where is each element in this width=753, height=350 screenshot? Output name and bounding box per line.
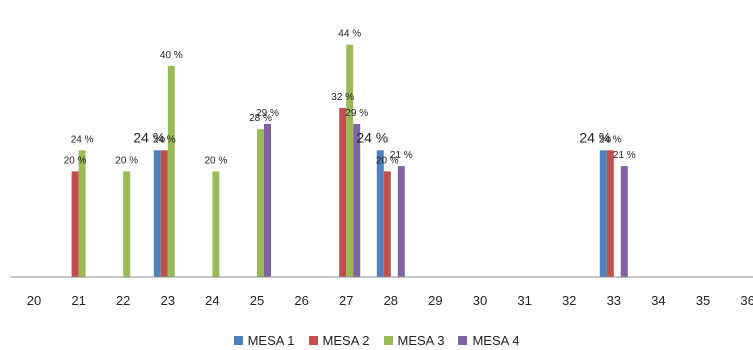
x-tick-label: 23 [161, 293, 175, 308]
bar-mesa-1-28 [376, 150, 384, 277]
data-label: 24 % [356, 129, 388, 145]
x-tick-label: 28 [384, 293, 398, 308]
x-tick-label: 33 [607, 293, 621, 308]
x-tick-label: 20 [27, 293, 41, 308]
bar-mesa-4-33 [620, 166, 628, 277]
legend-label: MESA 3 [397, 332, 445, 348]
bar-mesa-2-23 [160, 150, 168, 277]
x-tick-label: 26 [294, 293, 308, 308]
x-tick-label: 31 [517, 293, 531, 308]
data-label: 20 % [205, 155, 228, 166]
data-label: 28 % [249, 113, 272, 124]
bar-mesa-4-28 [397, 166, 405, 277]
data-label: 32 % [331, 92, 354, 103]
legend-item: MESA 4 [458, 333, 519, 348]
x-tick-label: 35 [696, 293, 710, 308]
x-tick-labels: 20 21 22 23 24 25 26 27 28 29 30 31 32 33 34 35 36 [27, 293, 753, 308]
bar-mesa-3-22 [123, 171, 131, 277]
data-label: 44 % [338, 29, 361, 40]
x-tick-label: 21 [71, 293, 85, 308]
data-label: 21 % [390, 150, 413, 161]
legend: MESA 1 MESA 2 MESA 3 MESA 4 [0, 330, 753, 350]
bar-mesa-3-21 [78, 150, 86, 277]
data-label: 20 % [115, 155, 138, 166]
data-label: 24 % [153, 134, 176, 145]
bar-mesa-2-33 [606, 150, 614, 277]
legend-label: MESA 4 [472, 332, 520, 348]
bar-mesa-3-25 [257, 129, 264, 277]
legend-item: MESA 2 [308, 332, 370, 348]
bar-mesa-2-27 [339, 108, 347, 277]
data-label: 29 % [256, 108, 279, 119]
data-label: 29 % [345, 108, 368, 119]
bar-mesa-3-23 [167, 65, 175, 277]
bar-chart: 24 % 24 % 24 %20 %24 %32 %20 %24 %24 %20 %… [10, 29, 753, 308]
bar-mesa-2-21 [71, 171, 79, 277]
data-label: 20 % [376, 155, 399, 166]
data-label: 24 % [71, 134, 94, 145]
data-label: 21 % [613, 150, 636, 161]
x-tick-label: 30 [473, 293, 487, 308]
data-label: 24 % [599, 134, 622, 145]
legend-label: MESA 2 [322, 332, 370, 348]
legend-item: MESA 3 [383, 332, 445, 348]
x-tick-label: 27 [339, 293, 353, 308]
legend-item: MESA 1 [233, 332, 295, 348]
data-label: 24 % [133, 129, 165, 145]
data-label: 40 % [160, 50, 183, 61]
legend-label: MESA 1 [247, 332, 295, 348]
data-label: 24 % [579, 129, 611, 145]
bar-mesa-4-25 [264, 123, 271, 278]
bar-mesa-4-27 [353, 123, 361, 278]
legend-swatch [308, 335, 318, 345]
legend-swatch [458, 335, 468, 345]
x-tick-label: 32 [562, 293, 576, 308]
x-tick-label: 25 [250, 293, 264, 308]
x-tick-label: 22 [116, 293, 130, 308]
bar-mesa-3-27 [346, 44, 354, 278]
x-tick-label: 24 [205, 293, 219, 308]
x-tick-label: 34 [651, 293, 665, 308]
x-tick-label: 36 [740, 293, 753, 308]
bar-mesa-1-33 [599, 150, 607, 277]
bars-layer [71, 44, 628, 278]
legend-swatch [383, 335, 393, 345]
data-labels-layer: 24 % 24 % 24 %20 %24 %32 %20 %24 %24 %20 %… [64, 29, 636, 167]
bar-mesa-2-28 [383, 171, 391, 277]
data-label: 20 % [64, 155, 87, 166]
bar-mesa-1-23 [153, 150, 161, 277]
x-tick-label: 29 [428, 293, 442, 308]
legend-swatch [233, 335, 243, 345]
bar-mesa-3-24 [212, 171, 220, 277]
